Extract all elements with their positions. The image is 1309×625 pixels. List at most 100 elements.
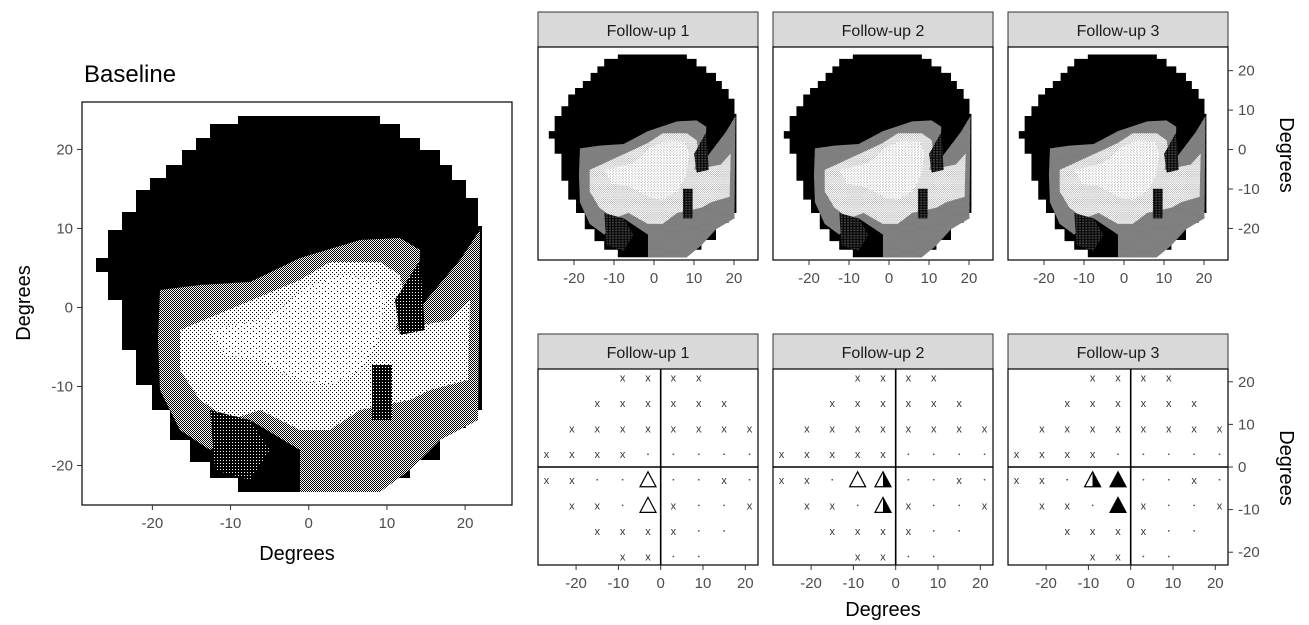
grid-x-tick-label: -10 — [843, 575, 865, 592]
map-y-tick-label: 10 — [1238, 102, 1255, 119]
grid-point-x: x — [1115, 398, 1121, 410]
map-x-tick-label: 0 — [885, 270, 893, 287]
baseline-field-dark-patch-2 — [210, 410, 270, 480]
grid-triangle-marker — [848, 470, 867, 488]
grid-point-x: x — [1014, 475, 1020, 487]
grid-point-x: x — [982, 500, 988, 512]
baseline-title: Baseline — [84, 61, 176, 88]
map-x-tick-label: 20 — [1196, 270, 1213, 287]
grid-point-x: x — [569, 500, 575, 512]
grid-point-dot — [907, 478, 910, 481]
map-x-tick-label: -20 — [798, 270, 820, 287]
grid-point-x: x — [906, 424, 912, 436]
grid-point-dot — [723, 504, 726, 507]
grid-point-dot — [1167, 504, 1170, 507]
grid-point-x: x — [829, 424, 835, 436]
grid-point-x: x — [804, 449, 810, 461]
grid-point-x: x — [880, 424, 886, 436]
grid-point-x: x — [931, 424, 937, 436]
grid-panel-2-marks: x x x x x x x x x x x x x x x x x x x x x x x x x x x x x x x x x x x x — [773, 369, 993, 565]
grid-point-x: x — [956, 475, 962, 487]
map-x-tick-label: -10 — [838, 270, 860, 287]
grid-triangle-marker — [639, 496, 657, 513]
grid-point-x: x — [645, 526, 651, 538]
grid-triangle-marker — [874, 470, 892, 488]
grid-point-x: x — [1039, 500, 1045, 512]
grid-point-dot — [697, 478, 700, 481]
grid-x-tick-label: -10 — [608, 575, 630, 592]
map-3-field-dark-patch — [1152, 188, 1163, 219]
grid-point-dot — [1218, 478, 1221, 481]
grid-point-x: x — [1090, 449, 1096, 461]
grid-point-dot — [647, 453, 649, 456]
grid-point-dot — [932, 453, 935, 456]
grid-point-dot — [672, 478, 675, 481]
followup-map-heatmap-1 — [548, 54, 737, 258]
grid-y-tick-label: 0 — [1238, 459, 1246, 476]
map-y-tick-label: -20 — [1238, 220, 1260, 237]
grid-point-x: x — [671, 500, 677, 512]
grid-strip-2-bg — [772, 333, 994, 370]
grid-point-x: x — [906, 398, 912, 410]
grid-point-x: x — [829, 500, 835, 512]
grid-y-tick-label: 20 — [1238, 374, 1255, 391]
grid-point-x: x — [906, 526, 912, 538]
map-2-field-dark-patch-3 — [929, 132, 944, 173]
baseline-panel-border — [81, 101, 513, 506]
followup-map-heatmap-2 — [783, 54, 972, 258]
grid-point-x: x — [721, 398, 727, 410]
baseline-x-tick-label: -10 — [220, 515, 242, 532]
grid-point-x: x — [1191, 398, 1197, 410]
map-1-field-dark-patch — [682, 188, 693, 219]
grid-point-x: x — [1090, 424, 1096, 436]
grid-point-x: x — [1064, 398, 1070, 410]
map-x-tick-label: -20 — [1033, 270, 1055, 287]
map-2-field-light — [839, 140, 925, 200]
grid-point-dot — [907, 453, 910, 456]
grid-point-x: x — [880, 526, 886, 538]
map-1-field-dark-patch-3 — [694, 132, 709, 173]
grid-point-x: x — [696, 398, 702, 410]
grid-point-x: x — [1166, 373, 1172, 385]
grid-point-x: x — [880, 449, 886, 461]
grid-x-tick-label: -20 — [800, 575, 822, 592]
grid-triangle-marker — [1109, 470, 1127, 488]
map-strip-2-bg — [772, 11, 994, 48]
grid-point-x: x — [1064, 526, 1070, 538]
grid-point-dot — [1142, 478, 1145, 481]
grid-point-x: x — [906, 500, 912, 512]
grid-point-x: x — [671, 424, 677, 436]
baseline-axes: -20 -10 0 10 20 -20 -10 0 10 20 — [51, 141, 473, 532]
grid-point-x: x — [1090, 398, 1096, 410]
baseline-y-tick-label: 0 — [65, 299, 73, 316]
grid-point-dot — [1193, 453, 1196, 456]
grid-triangle-marker — [1083, 470, 1102, 488]
map-x-tick-label: -10 — [1073, 270, 1095, 287]
map-x-tick-label: 0 — [650, 270, 658, 287]
grid-point-dot — [723, 453, 726, 456]
grid-strip-3-bg — [1007, 333, 1229, 370]
map-1-field-light — [604, 140, 690, 200]
grid-strip-1-label: Follow-up 1 — [607, 345, 690, 362]
grid-point-dot — [672, 453, 675, 456]
map-x-tick-label: 10 — [921, 270, 938, 287]
followup-map-axes: -20 -10 0 10 20 -20 -10 0 10 20 -20 -10 0 10 20 -20 -10 0… — [563, 63, 1260, 287]
map-1-panel-border — [537, 46, 759, 261]
grid-point-dot — [1193, 530, 1196, 532]
grid-point-x: x — [1217, 424, 1223, 436]
baseline-heatmap — [96, 116, 482, 492]
grid-panel-3-marks: x x x x x x x x x x x x x x x x x x x x x x x x x x x x x x x x x x x — [1008, 369, 1228, 565]
grid-point-dot — [958, 504, 961, 507]
grid-triangle-marker — [1109, 496, 1127, 513]
grid-point-dot — [672, 555, 675, 558]
grid-1-panel-border — [537, 368, 759, 566]
grid-strip-2-label: Follow-up 2 — [842, 345, 925, 362]
grid-point-x: x — [906, 373, 912, 385]
grid-point-x: x — [645, 551, 651, 563]
grid-point-x: x — [982, 424, 988, 436]
grid-point-x: x — [1014, 449, 1020, 461]
grid-point-x: x — [696, 424, 702, 436]
grid-point-dot — [621, 504, 624, 507]
map-strip-1: Follow-up 1 — [537, 11, 759, 48]
grid-point-x: x — [569, 424, 575, 436]
